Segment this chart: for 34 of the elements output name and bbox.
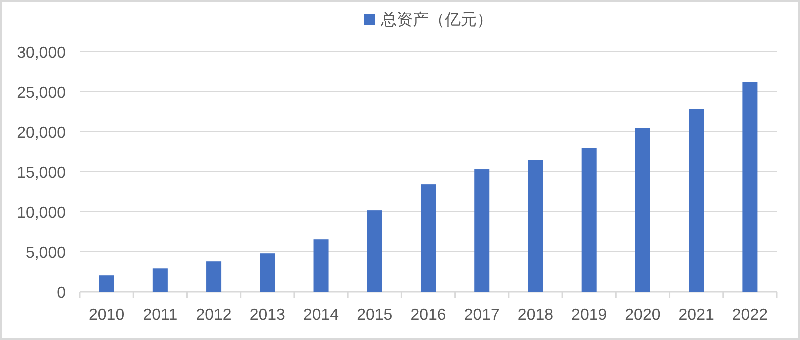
bar <box>689 109 704 292</box>
x-tick-label: 2013 <box>250 307 286 324</box>
bar <box>367 210 382 292</box>
x-tick-label: 2014 <box>303 307 340 324</box>
x-tick-label: 2017 <box>464 307 500 324</box>
x-tick-label: 2016 <box>410 307 446 324</box>
y-tick-label: 10,000 <box>17 205 66 222</box>
y-tick-label: 5,000 <box>26 245 66 262</box>
bar <box>260 254 276 292</box>
x-tick-label: 2011 <box>143 307 178 324</box>
x-tick-label: 2015 <box>357 307 393 324</box>
x-tick-label: 2021 <box>678 307 714 324</box>
bar <box>99 276 114 292</box>
x-tick-label: 2010 <box>89 307 125 324</box>
bar <box>582 148 597 292</box>
x-tick-label: 2019 <box>572 307 608 324</box>
y-tick-label: 20,000 <box>17 125 66 142</box>
y-tick-label: 30,000 <box>17 45 66 62</box>
bar <box>742 82 758 292</box>
bar <box>206 262 222 292</box>
y-tick-label: 0 <box>57 285 66 302</box>
y-tick-label: 25,000 <box>17 85 66 102</box>
bar <box>635 128 650 292</box>
bar <box>528 160 544 292</box>
y-tick-label: 15,000 <box>17 165 66 182</box>
x-tick-label: 2020 <box>625 307 661 324</box>
x-tick-label: 2012 <box>196 307 232 324</box>
x-tick-label: 2022 <box>732 307 768 324</box>
legend-label: 总资产（亿元） <box>380 11 493 29</box>
bar <box>152 268 168 292</box>
bar <box>474 170 490 292</box>
bar <box>314 240 329 292</box>
x-tick-label: 2018 <box>518 307 554 324</box>
bar <box>420 184 436 292</box>
